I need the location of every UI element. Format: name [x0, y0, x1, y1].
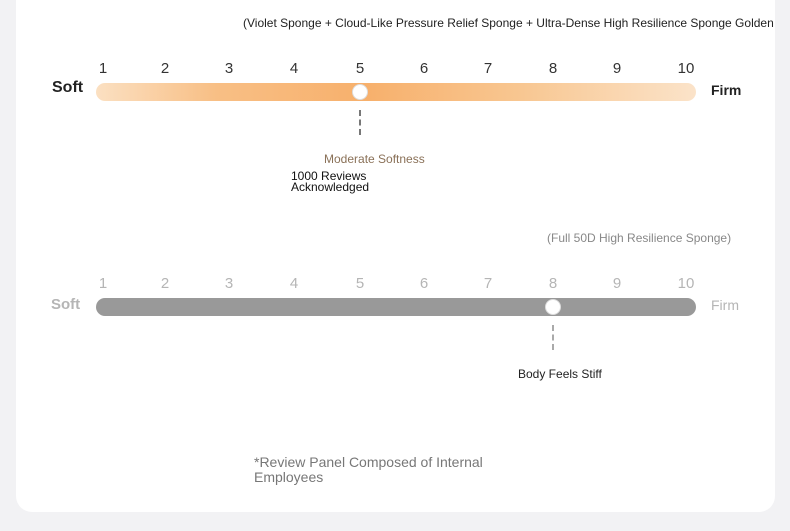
- firmness-label-1: Moderate Softness: [324, 152, 425, 166]
- scale-number: 8: [548, 275, 558, 292]
- reviews-count: 1000 Reviews: [291, 169, 367, 183]
- foam-description-2: (Full 50D High Resilience Sponge): [547, 231, 732, 245]
- firmness-marker-2: [545, 299, 561, 315]
- scale-number: 8: [548, 60, 558, 77]
- scale-number: 3: [224, 275, 234, 292]
- scale-number: 5: [355, 60, 365, 77]
- scale-number: 2: [160, 60, 170, 77]
- scale-number: 1: [98, 60, 108, 77]
- scale-number: 10: [677, 275, 695, 292]
- reviews-status: Acknowledged: [291, 180, 370, 194]
- firmness-label-2: Body Feels Stiff: [518, 367, 602, 381]
- scale-number: 2: [160, 275, 170, 292]
- scale-number: 1: [98, 275, 108, 292]
- scale-number: 6: [419, 60, 429, 77]
- firmness-bar-2: [96, 298, 696, 316]
- scale-number: 9: [612, 60, 622, 77]
- firmness-marker-1: [352, 84, 368, 100]
- marker-pointer-2: [552, 325, 554, 350]
- scale-number: 7: [483, 60, 493, 77]
- scale-number: 5: [355, 275, 365, 292]
- reviews-note: 1000 Reviews Acknowledged: [291, 169, 370, 194]
- scale-number: 10: [677, 60, 695, 77]
- footnote: *Review Panel Composed of Internal Emplo…: [254, 454, 483, 485]
- scale-number: 7: [483, 275, 493, 292]
- soft-label-1: Soft: [52, 79, 84, 96]
- scale-number: 9: [612, 275, 622, 292]
- marker-pointer-1: [359, 110, 361, 135]
- scale-number: 4: [289, 275, 299, 292]
- scale-number: 4: [289, 60, 299, 77]
- firm-label-1: Firm: [711, 82, 742, 98]
- scale-number: 6: [419, 275, 429, 292]
- firmness-bar-1: [96, 83, 696, 101]
- scale-number: 3: [224, 60, 234, 77]
- soft-label-2: Soft: [51, 296, 81, 313]
- firmness-comparison-card: (Violet Sponge + Cloud-Like Pressure Rel…: [16, 0, 775, 512]
- foam-description-1: (Violet Sponge + Cloud-Like Pressure Rel…: [243, 16, 775, 30]
- firm-label-2: Firm: [711, 297, 739, 313]
